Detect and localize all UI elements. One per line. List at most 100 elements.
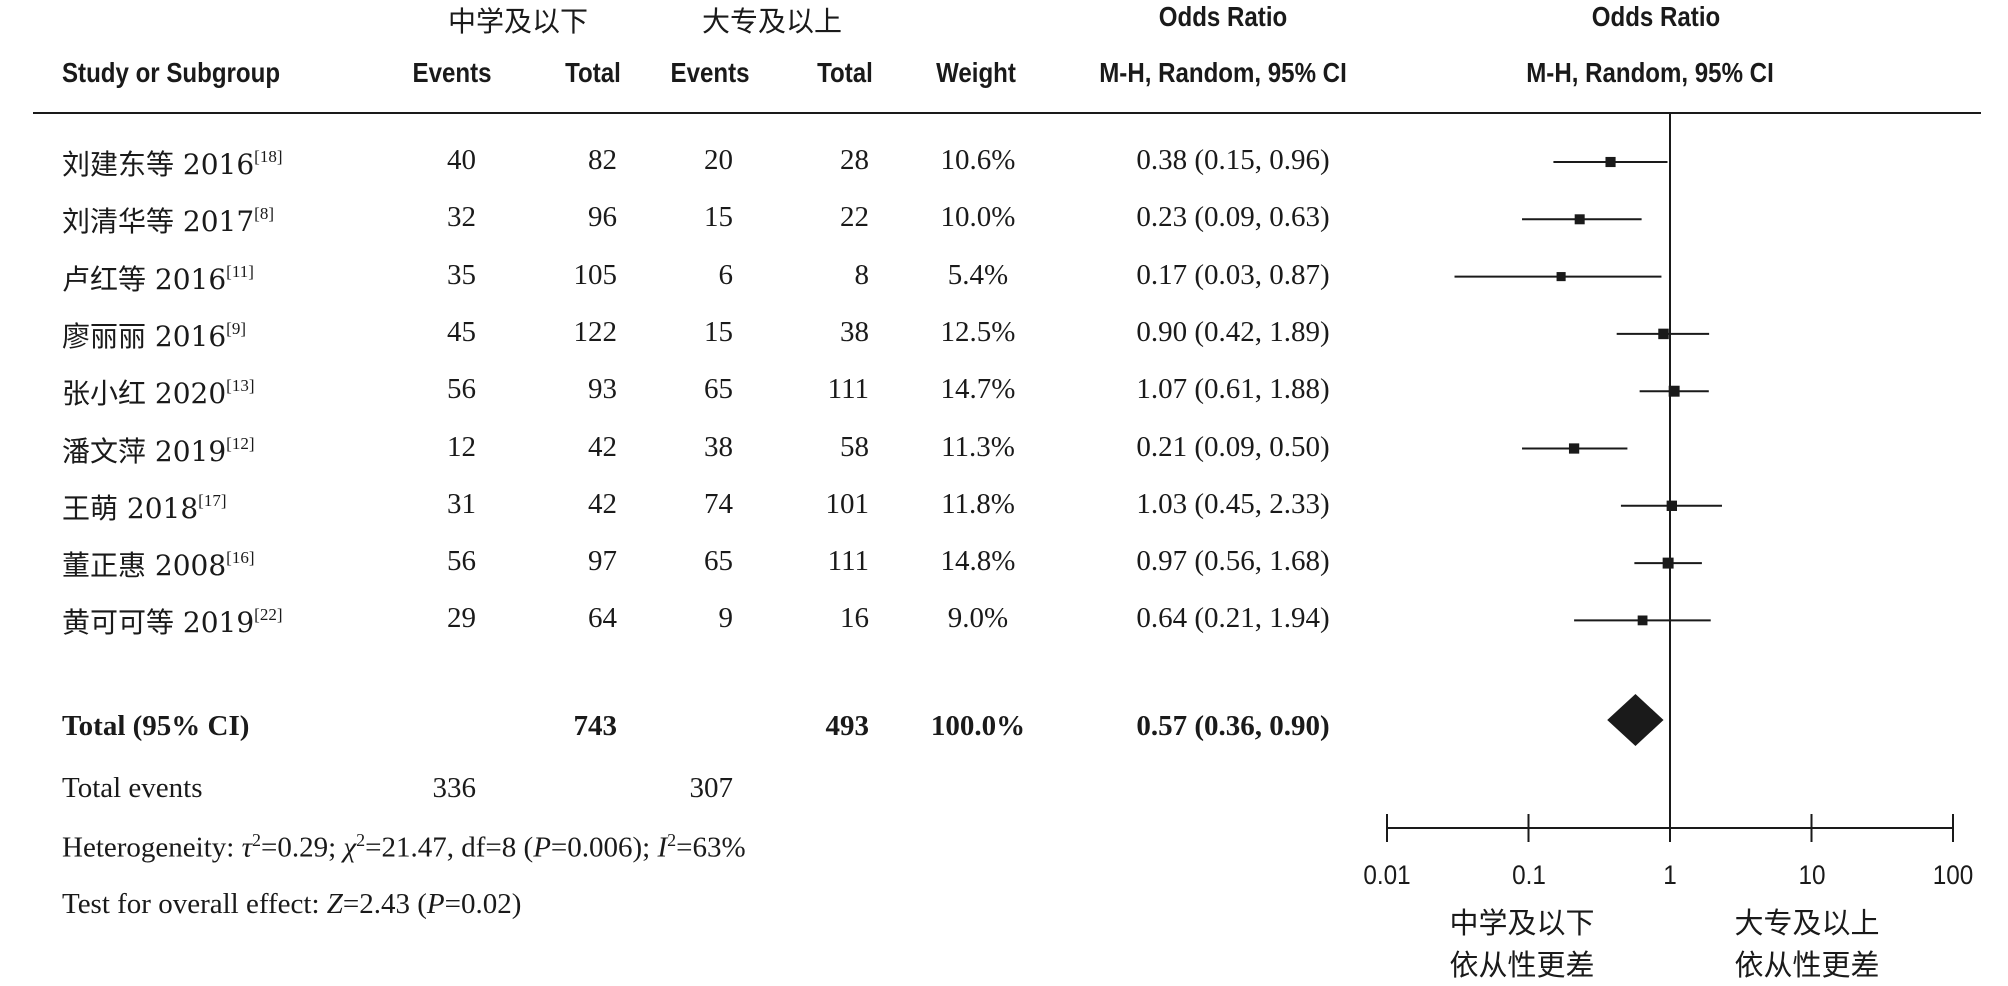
- x-tick-label: 10: [1797, 860, 1826, 890]
- study-e2-cell: 15: [704, 315, 733, 348]
- study-w-cell: 10.6%: [940, 144, 1016, 176]
- study-ci-cell: 1.07 (0.61, 1.88): [1136, 373, 1330, 406]
- study-e2-cell: 38: [704, 430, 733, 463]
- group1-header: 中学及以下: [447, 5, 589, 38]
- study-t1-cell: 64: [588, 602, 617, 635]
- method-column-header: M-H, Random, 95% CI: [1099, 57, 1347, 88]
- study-name: 刘清华等 2017[8]: [62, 204, 274, 239]
- study-w-cell: 14.8%: [940, 545, 1016, 578]
- odds-ratio-header-plot: Odds Ratio: [1591, 1, 1721, 32]
- study-t1-cell: 122: [573, 315, 618, 348]
- x-tick-label: 0.1: [1511, 860, 1546, 890]
- study-t2-cell: 8: [854, 258, 870, 291]
- study-e1-cell: 56: [447, 545, 476, 578]
- study-t2-cell: 16: [840, 602, 869, 635]
- study-t2-cell: 28: [840, 144, 869, 176]
- favors-left-label: 中学及以下 依从性更差: [1449, 906, 1595, 982]
- study-w-cell: 11.3%: [941, 430, 1015, 463]
- x-tick-label: 1: [1663, 860, 1677, 890]
- study-ci-cell: 0.17 (0.03, 0.87): [1136, 258, 1330, 291]
- study-name: 卢红等 2016[11]: [62, 261, 254, 296]
- study-point: [1556, 272, 1566, 282]
- total-events-label: Total events: [62, 772, 203, 804]
- total-events1: 336: [432, 772, 477, 804]
- total-ci: 0.57 (0.36, 0.90): [1136, 710, 1330, 742]
- study-point: [1637, 615, 1648, 626]
- study-w-cell: 11.8%: [941, 487, 1015, 520]
- overall-effect-text: Test for overall effect: Z=2.43 (P=0.02): [62, 888, 522, 920]
- study-w-cell: 14.7%: [940, 373, 1016, 406]
- total-weight: 100.0%: [930, 710, 1026, 742]
- study-point: [1574, 214, 1585, 225]
- study-point: [1605, 156, 1616, 168]
- study-t2-cell: 22: [840, 201, 869, 234]
- study-t1-cell: 42: [588, 430, 617, 463]
- study-ci-cell: 0.64 (0.21, 1.94): [1136, 602, 1330, 635]
- study-w-cell: 12.5%: [940, 315, 1016, 348]
- study-t2-cell: 111: [827, 545, 869, 578]
- total2-column-header: Total: [817, 57, 873, 88]
- total1-column-header: Total: [565, 57, 621, 88]
- study-point: [1666, 500, 1677, 511]
- study-e1-cell: 12: [447, 430, 476, 463]
- study-point: [1662, 557, 1674, 569]
- events1-column-header: Events: [412, 57, 492, 88]
- study-point: [1658, 328, 1669, 340]
- study-name: 刘建东等 2016[18]: [62, 147, 283, 181]
- study-e1-cell: 31: [447, 487, 476, 520]
- events2-column-header: Events: [670, 57, 750, 88]
- total1-value: 743: [573, 710, 618, 742]
- total-label: Total (95% CI): [62, 710, 250, 742]
- study-e1-cell: 35: [447, 258, 476, 291]
- study-e2-cell: 20: [704, 144, 733, 176]
- study-w-cell: 10.0%: [940, 201, 1016, 234]
- study-e1-cell: 45: [447, 315, 476, 348]
- study-e1-cell: 40: [447, 144, 476, 176]
- x-tick-label: 0.01: [1363, 860, 1411, 890]
- study-e2-cell: 15: [704, 201, 733, 234]
- study-column-header: Study or Subgroup: [62, 57, 281, 88]
- study-t1-cell: 97: [588, 545, 617, 578]
- study-name: 黄可可等 2019[22]: [62, 605, 283, 640]
- study-e2-cell: 74: [704, 487, 733, 520]
- method-plot-header: M-H, Random, 95% CI: [1526, 57, 1774, 88]
- study-name: 张小红 2020[13]: [62, 376, 255, 411]
- study-name: 王萌 2018[17]: [62, 490, 227, 525]
- study-point: [1568, 443, 1580, 454]
- weight-column-header: Weight: [936, 57, 1016, 88]
- study-e1-cell: 29: [447, 602, 476, 635]
- study-e2-cell: 9: [718, 602, 734, 635]
- study-t1-cell: 82: [588, 144, 617, 176]
- pooled-diamond: [1607, 694, 1664, 746]
- odds-ratio-header-columns: Odds Ratio: [1158, 1, 1288, 32]
- study-w-cell: 9.0%: [947, 602, 1009, 635]
- total-events2: 307: [689, 772, 734, 804]
- study-t2-cell: 58: [840, 430, 869, 463]
- group2-header: 大专及以上: [701, 5, 843, 38]
- total2-value: 493: [825, 710, 870, 742]
- study-e2-cell: 6: [718, 258, 734, 291]
- study-t2-cell: 38: [840, 315, 869, 348]
- favors-right-label: 大专及以上 依从性更差: [1734, 906, 1880, 982]
- study-t1-cell: 93: [588, 373, 617, 406]
- study-ci-cell: 0.97 (0.56, 1.68): [1136, 545, 1330, 578]
- x-tick-label: 100: [1932, 860, 1974, 890]
- heterogeneity-text: Heterogeneity: τ2=0.29; χ2=21.47, df=8 (…: [62, 830, 746, 864]
- study-t1-cell: 42: [588, 487, 617, 520]
- study-e2-cell: 65: [704, 545, 733, 578]
- study-e1-cell: 32: [447, 201, 476, 234]
- study-ci-cell: 0.21 (0.09, 0.50): [1136, 430, 1330, 463]
- study-t1-cell: 105: [573, 258, 618, 291]
- study-t1-cell: 96: [588, 201, 617, 234]
- header-rule: [33, 112, 1981, 114]
- study-point: [1668, 385, 1680, 397]
- study-t2-cell: 101: [825, 487, 870, 520]
- study-w-cell: 5.4%: [947, 258, 1009, 291]
- study-e2-cell: 65: [704, 373, 733, 406]
- study-name: 潘文萍 2019[12]: [62, 433, 255, 468]
- study-ci-cell: 0.90 (0.42, 1.89): [1136, 315, 1330, 348]
- study-name: 廖丽丽 2016[9]: [62, 318, 246, 353]
- study-e1-cell: 56: [447, 373, 476, 406]
- study-ci-cell: 1.03 (0.45, 2.33): [1136, 487, 1330, 520]
